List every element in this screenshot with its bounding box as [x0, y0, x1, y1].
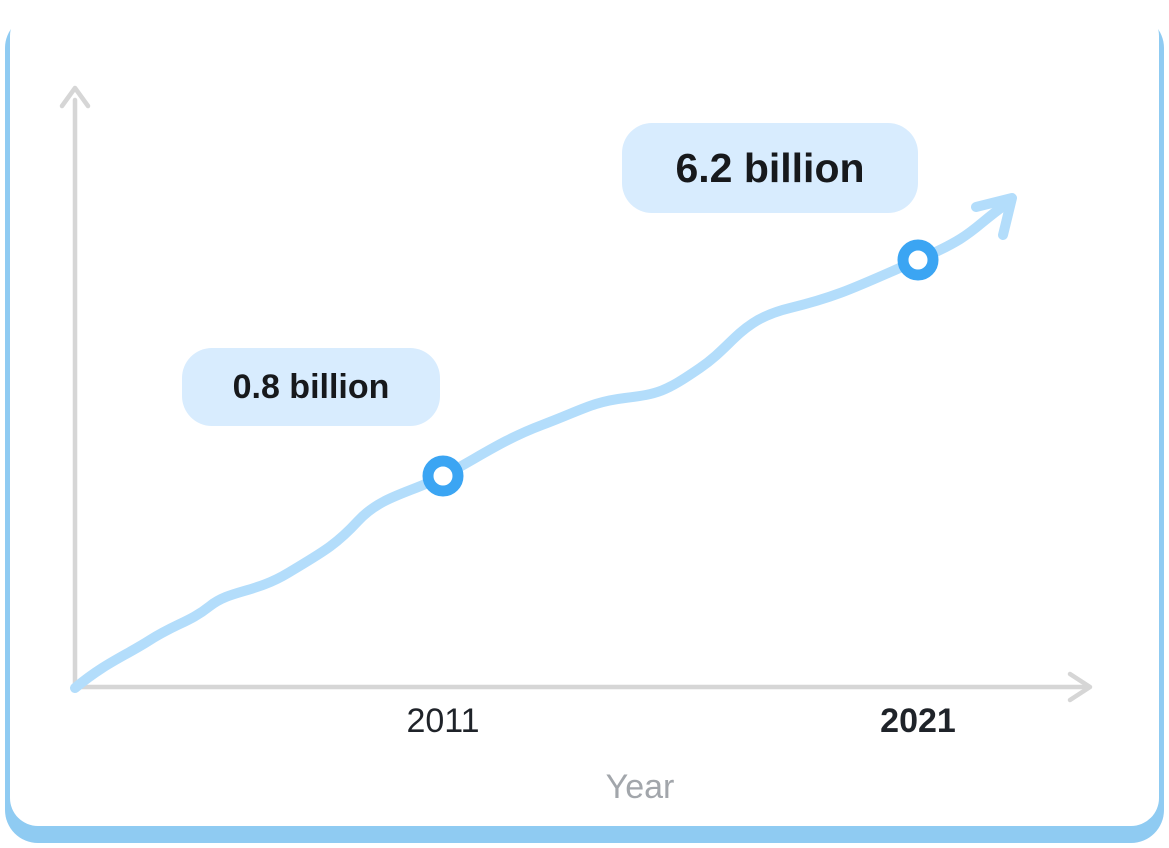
callout-bubble-2021: 6.2 billion: [622, 123, 918, 213]
x-axis-arrow-icon: [1067, 671, 1093, 703]
x-tick-2011: 2011: [406, 702, 480, 740]
growth-chart: [59, 85, 1093, 703]
callout-label-2011: 0.8 billion: [232, 367, 390, 406]
y-axis-arrow-icon: [59, 85, 91, 109]
callout-label-2021: 6.2 billion: [675, 144, 865, 191]
callout-bubble-2011: 0.8 billion: [182, 348, 440, 426]
x-axis-title: Year: [605, 768, 675, 806]
chart-card: 0.8 billion 6.2 billion 2011 2021 Year: [10, 8, 1159, 826]
x-tick-2021: 2021: [880, 702, 956, 740]
trend-arrow-icon: [971, 193, 1017, 240]
trend-line: [70, 200, 1010, 693]
data-point-marker-2011: [422, 455, 464, 497]
data-point-marker-2021: [897, 239, 939, 281]
